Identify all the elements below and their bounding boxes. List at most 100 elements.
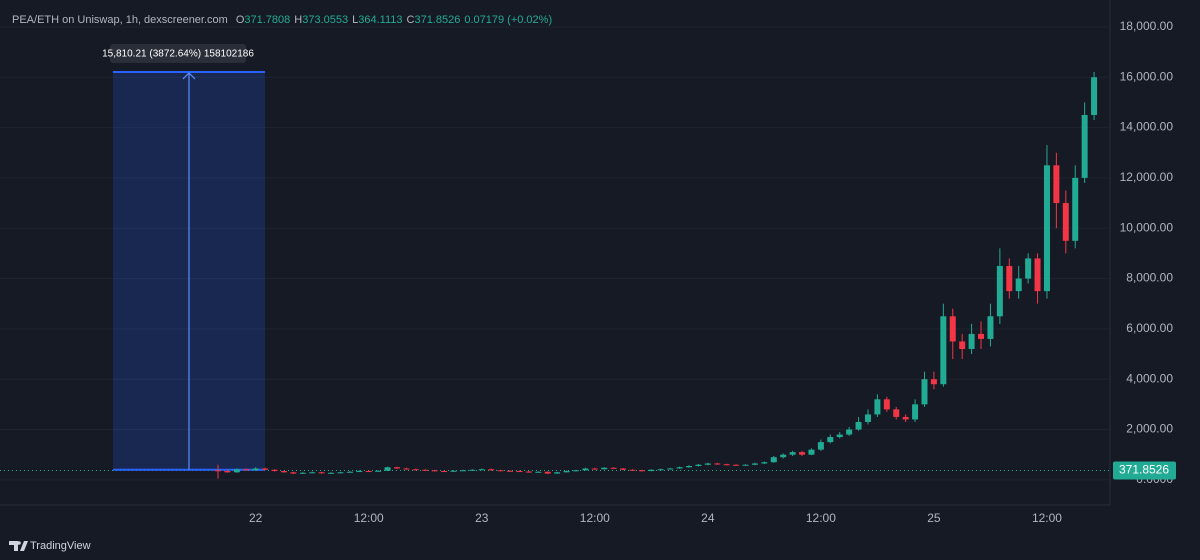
measure-label-bg — [110, 44, 246, 63]
candle-body — [601, 467, 608, 470]
candle-body — [742, 464, 749, 466]
candle-body — [478, 469, 485, 471]
candle-body — [657, 469, 664, 471]
last-price-tag — [1113, 461, 1176, 480]
y-tick-label: 10,000.00 — [1120, 220, 1174, 234]
ohlc-value: 364.1113 — [358, 14, 402, 26]
candle-body — [233, 469, 240, 473]
header-line: PEA/ETH on Uniswap, 1h, dexscreener.com O… — [12, 14, 552, 26]
candle-body — [450, 470, 457, 472]
y-tick-label: 16,000.00 — [1120, 69, 1174, 83]
candle-body — [488, 469, 495, 471]
candle-body — [356, 471, 363, 473]
candle-body — [855, 421, 862, 430]
candle-body — [912, 404, 919, 420]
measure-tool: 15,810.21 (3872.64%) 158102186 — [102, 44, 265, 471]
candle-body — [1091, 77, 1098, 115]
x-tick-label: 12:00 — [354, 511, 384, 525]
candle-body — [874, 399, 881, 415]
candle-body — [516, 471, 523, 473]
symbol: PEA/ETH on Uniswap, 1h, dexscreener.com — [12, 14, 228, 26]
change: 0.07179 (+0.02%) — [464, 14, 552, 26]
candle-body — [1043, 165, 1050, 292]
ohlc-label: O — [236, 14, 245, 26]
logo-dot — [17, 541, 21, 545]
axes: 0.00002,000.004,000.006,000.008,000.0010… — [249, 19, 1176, 525]
y-tick-label: 4,000.00 — [1126, 371, 1173, 385]
candle-body — [1072, 177, 1079, 241]
ohlc-label: C — [407, 14, 415, 26]
candle-body — [978, 333, 985, 339]
ohlc-value: 371.7808 — [244, 14, 290, 26]
candle-body — [695, 464, 702, 466]
ohlc-value: 373.0553 — [302, 14, 348, 26]
candle-body — [318, 472, 325, 474]
candle-body — [384, 467, 391, 471]
candle-body — [252, 468, 259, 471]
candle-body — [1015, 278, 1022, 292]
candle-body — [328, 472, 335, 474]
candle-body — [610, 467, 617, 469]
candle-body — [667, 468, 674, 470]
measure-label: 15,810.21 (3872.64%) 158102186 — [102, 49, 254, 60]
x-tick-label: 12:00 — [580, 511, 610, 525]
candle-body — [893, 409, 900, 417]
candle-body — [431, 470, 438, 472]
x-tick-label: 12:00 — [1032, 511, 1062, 525]
candle-body — [271, 469, 278, 472]
candle-body — [262, 468, 269, 470]
ohlc-label: H — [294, 14, 302, 26]
logo — [9, 541, 28, 551]
candle-body — [902, 416, 909, 420]
candle-body — [846, 429, 853, 435]
candle-body — [422, 469, 429, 471]
candle-body — [629, 469, 636, 471]
candle-body — [864, 414, 871, 422]
candle-body — [497, 470, 504, 472]
candle-body — [337, 472, 344, 474]
candle-body — [714, 463, 721, 465]
candle-body — [215, 470, 221, 472]
candle-body — [789, 452, 796, 455]
measure-arrow-head — [182, 72, 196, 80]
candle-body — [535, 471, 542, 473]
candle-body — [780, 454, 787, 458]
candle-body — [243, 469, 250, 471]
candle-body — [921, 379, 928, 405]
candle-body — [676, 467, 683, 469]
candle-body — [1062, 203, 1069, 241]
candle-body — [733, 464, 740, 466]
candle-body — [817, 442, 824, 450]
candle-body — [346, 471, 353, 473]
x-tick-label: 23 — [475, 511, 489, 525]
x-tick-label: 22 — [249, 511, 263, 525]
candle-body — [940, 316, 947, 385]
candle-body — [883, 399, 890, 410]
y-tick-label: 6,000.00 — [1126, 321, 1173, 335]
y-tick-label: 8,000.00 — [1126, 271, 1173, 285]
candle-body — [799, 452, 806, 455]
candle-body — [638, 470, 645, 472]
candle-body — [582, 468, 589, 471]
candle-body — [299, 472, 306, 474]
footer: TradingView — [9, 540, 91, 552]
candle-body — [686, 465, 692, 468]
candle-body — [968, 333, 975, 349]
ohlc-label: L — [352, 14, 358, 26]
candle-body — [1081, 114, 1088, 178]
y-tick-label: 14,000.00 — [1120, 120, 1174, 134]
candle-body — [827, 437, 834, 443]
candle-body — [1034, 258, 1041, 292]
ohlc-value: 371.8526 — [414, 14, 460, 26]
candle-body — [224, 471, 231, 473]
candle-body — [572, 470, 579, 472]
candle-body — [563, 471, 570, 473]
candle-body — [959, 341, 966, 349]
candle-body — [441, 471, 448, 473]
grid — [0, 26, 1110, 481]
x-tick-label: 12:00 — [806, 511, 836, 525]
y-tick-label: 2,000.00 — [1126, 422, 1173, 436]
candle-body — [949, 316, 956, 342]
x-tick-label: 24 — [701, 511, 715, 525]
candle-body — [309, 472, 316, 474]
